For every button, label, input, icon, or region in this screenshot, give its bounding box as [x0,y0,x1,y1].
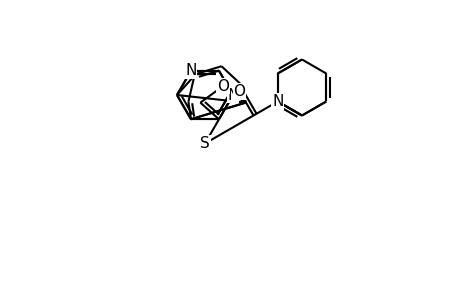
Text: N: N [227,88,238,103]
Text: N: N [271,94,283,109]
Text: S: S [200,136,209,151]
Text: N: N [185,63,196,78]
Text: O: O [217,79,229,94]
Text: O: O [233,84,245,99]
